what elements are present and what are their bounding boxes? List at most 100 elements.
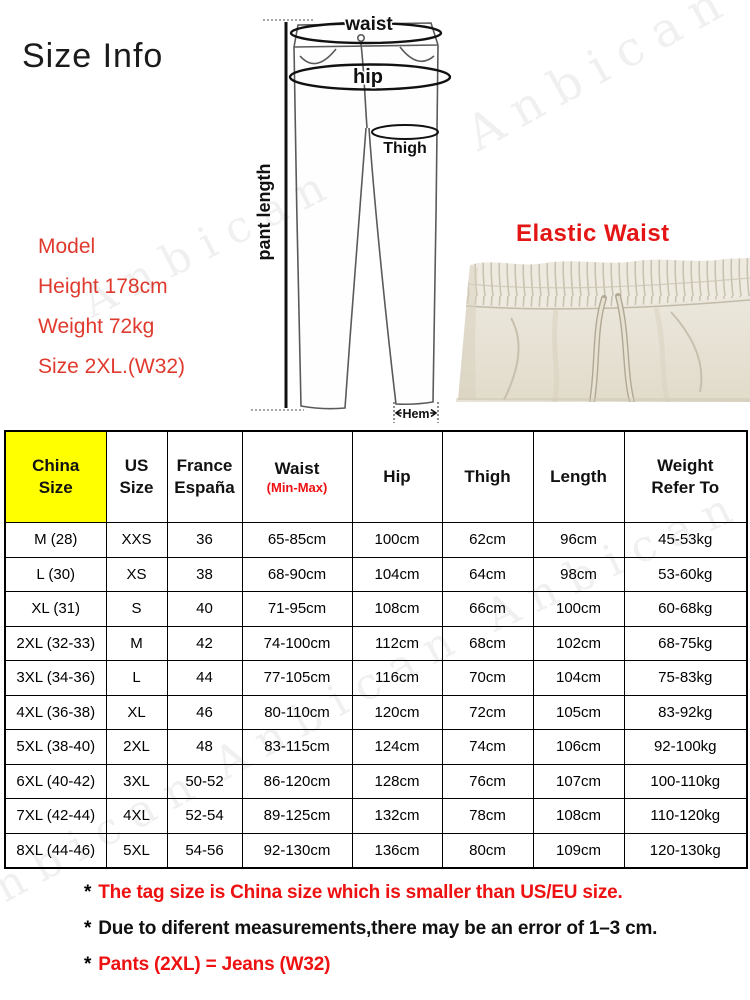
elastic-waist-photo [456,258,750,402]
header-line: Refer To [651,478,720,497]
thigh-ellipse [371,124,439,140]
france-size-cell: 42 [166,625,243,661]
table-row: 6XL (40-42) 3XL 50-52 86-120cm 128cm 76c… [4,763,748,799]
waist-cell: 86-120cm [241,763,353,799]
table-row: M (28) XXS 36 65-85cm 100cm 62cm 96cm 45… [4,522,748,558]
thigh-cell: 68cm [441,625,534,661]
model-label: Model [38,235,96,258]
header-france: France España [166,430,243,523]
length-cell: 102cm [532,625,625,661]
header-waist-minmax: (Min-Max) [266,479,328,495]
waist-cell: 80-110cm [241,694,353,730]
france-size-cell: 46 [166,694,243,730]
weight-cell: 92-100kg [623,729,748,765]
header-line: Waist [274,458,320,478]
us-size-cell: XL [105,694,168,730]
left-pocket-seam [299,48,337,65]
photo-left-shade [458,265,478,400]
weight-cell: 110-120kg [623,798,748,834]
note-asterisk: * [84,918,92,939]
length-cell: 105cm [532,694,625,730]
length-cell: 104cm [532,660,625,696]
left-leg-outline [293,46,367,410]
table-row: 5XL (38-40) 2XL 48 83-115cm 124cm 74cm 1… [4,729,748,765]
france-size-cell: 50-52 [166,763,243,799]
photo-band-midline [467,277,750,289]
china-size-cell: L (30) [4,556,107,592]
thigh-cell: 76cm [441,763,534,799]
weight-cell: 83-92kg [623,694,748,730]
length-cell: 98cm [532,556,625,592]
china-size-cell: 2XL (32-33) [4,625,107,661]
hem-arrow-right [426,408,438,418]
china-size-cell: XL (31) [4,591,107,627]
drawstring-left-highlight [590,297,606,402]
pants-silhouette [294,23,438,408]
hip-cell: 100cm [351,522,443,558]
hip-cell: 120cm [351,694,443,730]
us-size-cell: XS [105,556,168,592]
header-us-size: US Size [105,430,168,523]
length-cell: 109cm [532,832,625,869]
table-row: 4XL (36-38) XL 46 80-110cm 120cm 72cm 10… [4,694,748,730]
china-size-cell: 3XL (34-36) [4,660,107,696]
us-size-cell: 3XL [105,763,168,799]
waist-cell: 68-90cm [241,556,353,592]
header-line: Weight [657,455,714,475]
length-cell: 106cm [532,729,625,765]
weight-cell: 68-75kg [623,625,748,661]
note-measurement-error: * Due to diferent measurements,there may … [84,918,657,940]
model-size: Size 2XL.(W32) [38,355,186,378]
france-size-cell: 44 [166,660,243,696]
table-row: 8XL (44-46) 5XL 54-56 92-130cm 136cm 80c… [4,832,748,869]
thigh-cell: 80cm [441,832,534,869]
hip-cell: 104cm [351,556,443,592]
photo-left-pocket-seam [503,317,520,401]
thigh-cell: 72cm [441,694,534,730]
hip-cell: 124cm [351,729,443,765]
waist-cell: 92-130cm [241,832,353,869]
table-row: 7XL (42-44) 4XL 52-54 89-125cm 132cm 78c… [4,798,748,834]
weight-cell: 120-130kg [623,832,748,869]
note-asterisk: * [84,882,92,903]
weight-cell: 60-68kg [623,591,748,627]
france-size-cell: 54-56 [166,832,243,869]
waist-button [357,33,366,42]
hem-arrow-left [394,408,406,418]
model-weight: Weight 72kg [38,315,155,338]
note-text: Due to diferent measurements,there may b… [98,918,658,939]
thigh-cell: 66cm [441,591,534,627]
china-size-cell: 8XL (44-46) [4,832,107,869]
header-line: España [174,478,235,497]
pants-measurement-diagram: waist hip Thigh pant length Hem [251,13,452,423]
weight-cell: 75-83kg [623,660,748,696]
header-line: France [176,455,233,475]
weight-cell: 45-53kg [623,522,748,558]
china-size-cell: 4XL (36-38) [4,694,107,730]
france-size-cell: 36 [166,522,243,558]
waist-cell: 74-100cm [241,625,353,661]
us-size-cell: XXS [105,522,168,558]
note-size-equivalence: * Pants (2XL) = Jeans (W32) [84,954,657,976]
hip-cell: 132cm [351,798,443,834]
table-row: XL (31) S 40 71-95cm 108cm 66cm 100cm 60… [4,591,748,627]
footer-notes: * The tag size is China size which is sma… [84,882,657,990]
us-size-cell: 5XL [105,832,168,869]
hip-label: hip [353,66,383,88]
thigh-cell: 78cm [441,798,534,834]
right-leg-outline [368,44,439,406]
france-size-cell: 38 [166,556,243,592]
note-tag-size: * The tag size is China size which is sma… [84,882,657,904]
header-waist: Waist (Min-Max) [241,430,353,523]
header-china-size: China Size [4,430,107,523]
header-length: Length [532,430,625,523]
photo-bottom-shadow [456,398,750,402]
table-row: L (30) XS 38 68-90cm 104cm 64cm 98cm 53-… [4,556,748,592]
header-hip: Hip [351,430,443,523]
us-size-cell: M [105,625,168,661]
france-size-cell: 40 [166,591,243,627]
waist-cell: 65-85cm [241,522,353,558]
china-size-cell: 6XL (40-42) [4,763,107,799]
header-weight: Weight Refer To [623,430,748,523]
thigh-cell: 62cm [441,522,534,558]
